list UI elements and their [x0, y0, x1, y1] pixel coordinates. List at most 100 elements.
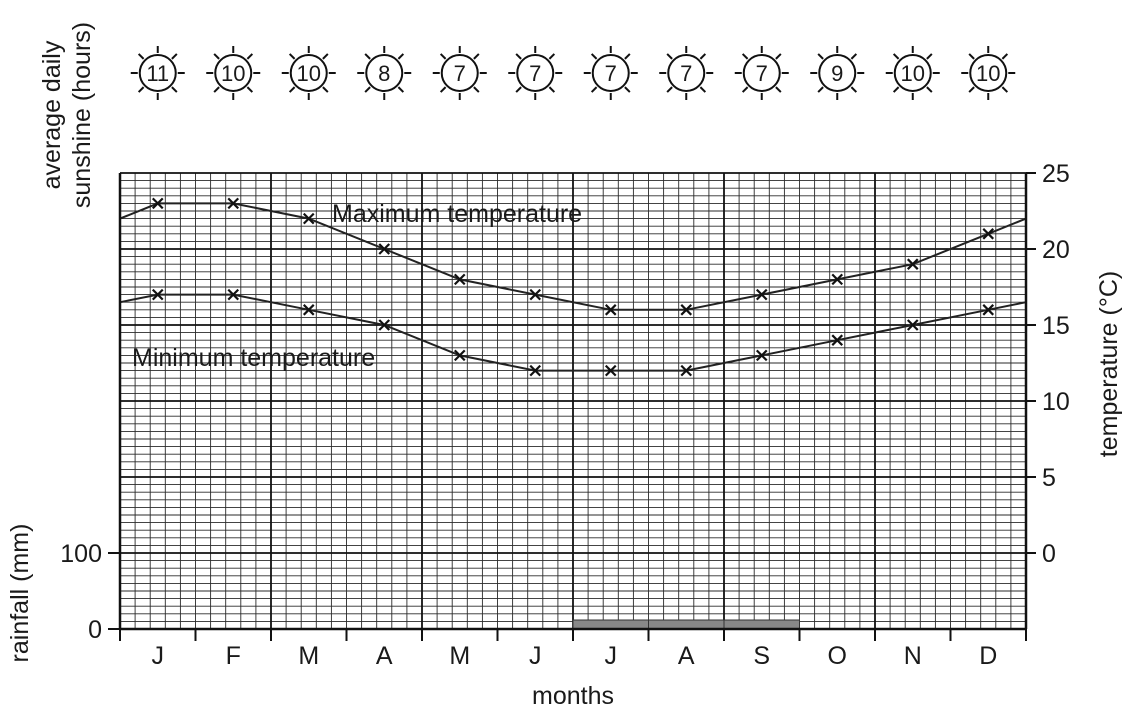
x-tick-label: A [678, 642, 695, 670]
marker-stroke [982, 304, 995, 316]
sun-ray [926, 53, 933, 60]
rainfall-axis-title: rainfall (mm) [6, 524, 34, 663]
sun-ray [892, 86, 900, 93]
marker-stroke [529, 364, 542, 377]
sunshine-value: 7 [605, 61, 617, 86]
sunshine-value: 10 [297, 61, 321, 86]
x-tick-label: A [376, 642, 393, 670]
sun-ray [624, 53, 631, 60]
sun-icon: 8 [357, 46, 412, 100]
marker-0-5 [529, 288, 542, 301]
sun-ray [364, 86, 371, 93]
sun-ray [515, 86, 522, 93]
marker-stroke [453, 349, 466, 362]
rainfall-bar-8 [723, 619, 800, 630]
x-tick-label: O [828, 642, 847, 670]
temperature-tick-labels: 0 5 10 15 20 25 [1042, 160, 1070, 568]
x-tick-label: M [449, 642, 470, 670]
sun-ray [775, 86, 782, 93]
sun-ray [741, 53, 749, 60]
sun-ray [1001, 86, 1009, 93]
marker-1-5 [529, 364, 542, 377]
marker-stroke [755, 349, 768, 362]
rainfall-tick-labels: 0 100 [60, 540, 102, 644]
temperature-lines [119, 202, 1027, 372]
sun-ray [699, 53, 707, 60]
sun-ray [590, 53, 598, 60]
sun-icon: 7 [583, 46, 638, 100]
marker-0-11 [982, 228, 995, 240]
temperature-markers [151, 197, 995, 377]
sun-ray [246, 86, 254, 93]
sun-circle [516, 54, 555, 92]
marker-1-2 [302, 304, 315, 316]
sun-ray [246, 53, 254, 60]
marker-stroke [378, 319, 391, 331]
marker-stroke [529, 288, 542, 301]
marker-stroke [453, 273, 466, 286]
marker-stroke [302, 212, 315, 225]
sun-ray [137, 53, 145, 60]
sun-ray [817, 86, 824, 93]
x-tick-label: J [605, 642, 618, 670]
sun-ray [741, 86, 749, 93]
sun-ray [666, 86, 673, 93]
marker-stroke [906, 319, 919, 331]
sun-icon: 7 [432, 46, 487, 100]
temp-tick-label: 25 [1042, 160, 1070, 188]
sun-ray [775, 53, 782, 60]
sun-ray [322, 86, 329, 93]
series-line-0 [119, 202, 1027, 311]
sun-ray [439, 86, 447, 93]
sun-circle [969, 54, 1008, 92]
sunshine-value: 7 [680, 61, 692, 86]
sun-ray [666, 53, 673, 60]
marker-stroke [151, 197, 164, 210]
marker-stroke [151, 288, 164, 301]
marker-stroke [680, 364, 693, 377]
temp-tick-label: 20 [1042, 236, 1070, 264]
sun-ray [850, 86, 858, 93]
sunshine-axis-title-line2: sunshine (hours) [68, 22, 96, 208]
marker-1-8 [755, 349, 768, 362]
sun-ray [473, 53, 480, 60]
marker-0-0 [151, 197, 164, 210]
rainfall-bar-6 [572, 619, 649, 630]
sun-circle [365, 54, 404, 92]
sun-ray [1001, 53, 1009, 60]
rainfall-bars [572, 619, 800, 630]
x-tick-label: D [979, 642, 997, 670]
marker-stroke [982, 228, 995, 240]
x-tick-label: J [152, 642, 165, 670]
sun-ray [288, 53, 296, 60]
sunshine-value: 7 [529, 61, 541, 86]
sunshine-value: 11 [146, 61, 169, 86]
sun-ray [171, 86, 178, 93]
marker-0-2 [302, 212, 315, 225]
sunshine-value: 10 [976, 61, 1000, 86]
x-tick-label: F [226, 642, 241, 670]
x-tick-label: S [753, 642, 770, 670]
sun-ray [213, 53, 220, 60]
temperature-axis-title: temperature (°C) [1095, 271, 1123, 457]
temp-tick-label: 5 [1042, 464, 1056, 492]
sun-ray [288, 86, 296, 93]
sun-ray [364, 53, 371, 60]
sunshine-value: 8 [378, 61, 390, 86]
sun-ray [817, 53, 824, 60]
marker-stroke [604, 364, 617, 377]
sun-ray [590, 86, 598, 93]
marker-1-9 [831, 334, 844, 346]
marker-stroke [604, 304, 617, 316]
sun-circle [742, 54, 781, 92]
rain-tick-label: 0 [88, 616, 102, 644]
series-line-1 [119, 293, 1027, 372]
sun-circle [440, 54, 479, 92]
marker-0-8 [755, 288, 768, 301]
sunshine-value: 10 [221, 61, 245, 86]
marker-0-6 [604, 304, 617, 316]
marker-stroke [378, 243, 391, 255]
marker-stroke [755, 288, 768, 301]
